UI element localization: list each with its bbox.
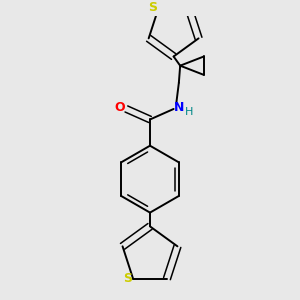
Text: O: O: [115, 101, 125, 114]
Text: S: S: [148, 1, 158, 14]
Text: H: H: [185, 106, 194, 117]
Text: N: N: [174, 101, 184, 114]
Text: S: S: [123, 272, 132, 285]
